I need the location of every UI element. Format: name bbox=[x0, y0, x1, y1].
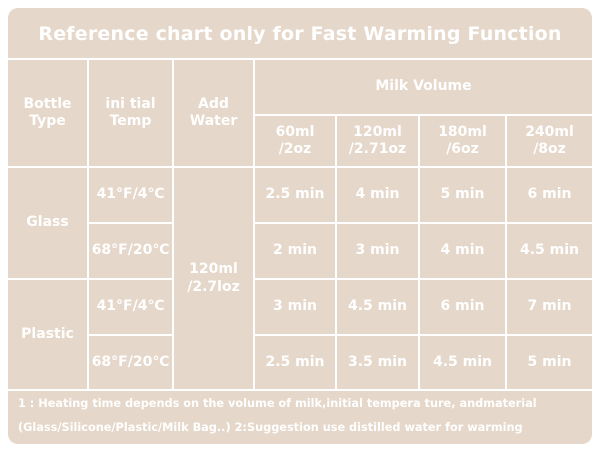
header-add-water: Add Water bbox=[189, 95, 238, 130]
time-cell: 6 min bbox=[527, 186, 572, 203]
header-volume-120ml: 120ml /2.71oz bbox=[348, 123, 407, 158]
header-volume-60ml: 60ml /2oz bbox=[275, 123, 315, 158]
header-volume-180ml: 180ml /6oz bbox=[438, 123, 487, 158]
header-milk-volume: Milk Volume bbox=[375, 78, 472, 95]
grid-line bbox=[255, 334, 592, 336]
time-cell: 4 min bbox=[440, 242, 485, 259]
grid-line bbox=[335, 114, 337, 391]
footnote-line: (Glass/Silicone/Plastic/Milk Bag..) 2:Su… bbox=[18, 421, 523, 434]
grid-line bbox=[8, 166, 592, 168]
temp-cell: 41°F/4℃ bbox=[96, 186, 165, 203]
grid-line bbox=[255, 114, 592, 116]
time-cell: 4.5 min bbox=[432, 353, 493, 370]
footnote-line: 1 : Heating time depends on the volume o… bbox=[18, 397, 537, 410]
header-initial-temp: ini tial Temp bbox=[105, 95, 156, 130]
grid-line bbox=[253, 58, 255, 391]
grid-line bbox=[255, 222, 592, 224]
grid-line bbox=[8, 389, 592, 391]
temp-cell: 41°F/4℃ bbox=[96, 298, 165, 315]
header-volume-240ml: 240ml /8oz bbox=[525, 123, 574, 158]
time-cell: 3 min bbox=[273, 298, 317, 315]
grid-line bbox=[87, 58, 89, 391]
time-cell: 2.5 min bbox=[265, 353, 325, 370]
footnotes: 1 : Heating time depends on the volume o… bbox=[8, 391, 592, 444]
reference-chart-card: Reference chart only for Fast Warming Fu… bbox=[8, 8, 592, 444]
grid-line bbox=[505, 114, 507, 391]
time-cell: 5 min bbox=[440, 186, 485, 203]
temp-cell: 68°F/20℃ bbox=[91, 242, 170, 259]
time-cell: 4.5 min bbox=[347, 298, 408, 315]
grid-line bbox=[255, 278, 592, 280]
time-cell: 7 min bbox=[527, 298, 572, 315]
grid-line bbox=[89, 222, 174, 224]
grid-line bbox=[8, 278, 174, 280]
add-water-value: 120ml /2.7loz bbox=[187, 261, 240, 295]
grid-line bbox=[89, 334, 174, 336]
time-cell: 2 min bbox=[273, 242, 317, 259]
time-cell: 4.5 min bbox=[519, 242, 580, 259]
time-cell: 3.5 min bbox=[347, 353, 408, 370]
time-cell: 3 min bbox=[355, 242, 400, 259]
time-cell: 6 min bbox=[440, 298, 485, 315]
grid-line bbox=[8, 58, 592, 60]
time-cell: 5 min bbox=[527, 353, 572, 370]
time-cell: 2.5 min bbox=[265, 186, 325, 203]
header-bottle-type: Bottle Type bbox=[23, 95, 72, 130]
grid-line bbox=[172, 58, 174, 391]
temp-cell: 68°F/20℃ bbox=[91, 353, 170, 370]
grid-line bbox=[418, 114, 420, 391]
bottle-type-glass: Glass bbox=[26, 214, 69, 231]
bottle-type-plastic: Plastic bbox=[21, 325, 74, 342]
time-cell: 4 min bbox=[355, 186, 400, 203]
chart-title: Reference chart only for Fast Warming Fu… bbox=[38, 23, 562, 45]
